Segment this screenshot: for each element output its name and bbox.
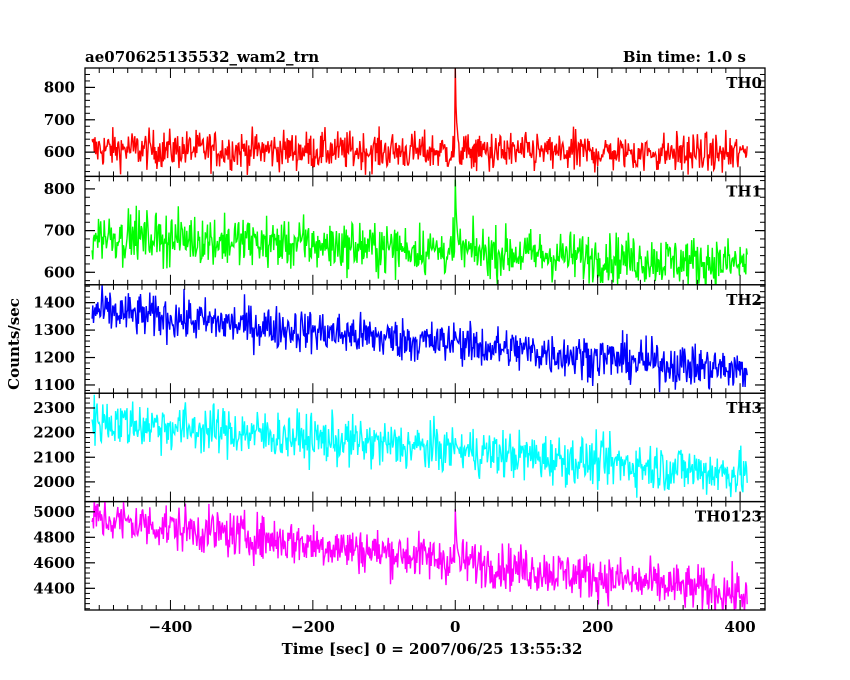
- y-tick-label: 800: [44, 78, 75, 96]
- series-line-th0: [91, 68, 748, 175]
- y-tick-label: 4600: [33, 554, 75, 572]
- panels-group: 600 700 800 TH0 600 700 800 TH1 1100 1200 1300 1400…: [33, 67, 766, 636]
- y-tick-label: 600: [44, 143, 75, 161]
- bin-time-label: Bin time: 1.0 s: [623, 48, 746, 66]
- y-tick-label: 700: [44, 111, 75, 129]
- x-tick-label: 0: [450, 618, 460, 636]
- y-tick-label: 5000: [33, 503, 75, 521]
- series-line-th2: [91, 285, 748, 393]
- y-tick-label: 1400: [33, 294, 75, 312]
- y-axis-label: Counts/sec: [5, 298, 23, 390]
- y-tick-label: 700: [44, 222, 75, 240]
- panel-label-th3: TH3: [726, 399, 762, 417]
- panel-label-th2: TH2: [726, 291, 762, 309]
- series-line-th1: [91, 179, 748, 285]
- y-tick-label: 2200: [33, 424, 75, 442]
- y-tick-label: 1300: [33, 321, 75, 339]
- series-line-th0123: [91, 501, 748, 611]
- y-tick-label: 800: [44, 180, 75, 198]
- x-tick-label: −200: [291, 618, 335, 636]
- y-tick-label: 2300: [33, 399, 75, 417]
- panel-label-th1: TH1: [726, 182, 762, 200]
- panel-frame-th0123: [84, 500, 766, 611]
- chart-title: ae070625135532_wam2_trn: [85, 48, 319, 66]
- series-line-th3: [91, 394, 748, 498]
- y-tick-label: 600: [44, 263, 75, 281]
- x-tick-label: 200: [582, 618, 613, 636]
- y-tick-label: 1100: [33, 376, 75, 394]
- y-tick-label: 4800: [33, 528, 75, 546]
- panel-frame-th3: [84, 392, 766, 503]
- y-tick-label: 4400: [33, 579, 75, 597]
- panel-label-th0123: TH0123: [695, 508, 762, 526]
- y-tick-label: 2100: [33, 448, 75, 466]
- x-tick-label: 400: [724, 618, 755, 636]
- y-tick-label: 2000: [33, 473, 75, 491]
- panel-label-th0: TH0: [726, 74, 762, 92]
- x-axis-label: Time [sec] 0 = 2007/06/25 13:55:32: [282, 640, 583, 658]
- y-tick-label: 1200: [33, 349, 75, 367]
- x-tick-label: −400: [148, 618, 192, 636]
- panel-frame-th2: [84, 284, 766, 394]
